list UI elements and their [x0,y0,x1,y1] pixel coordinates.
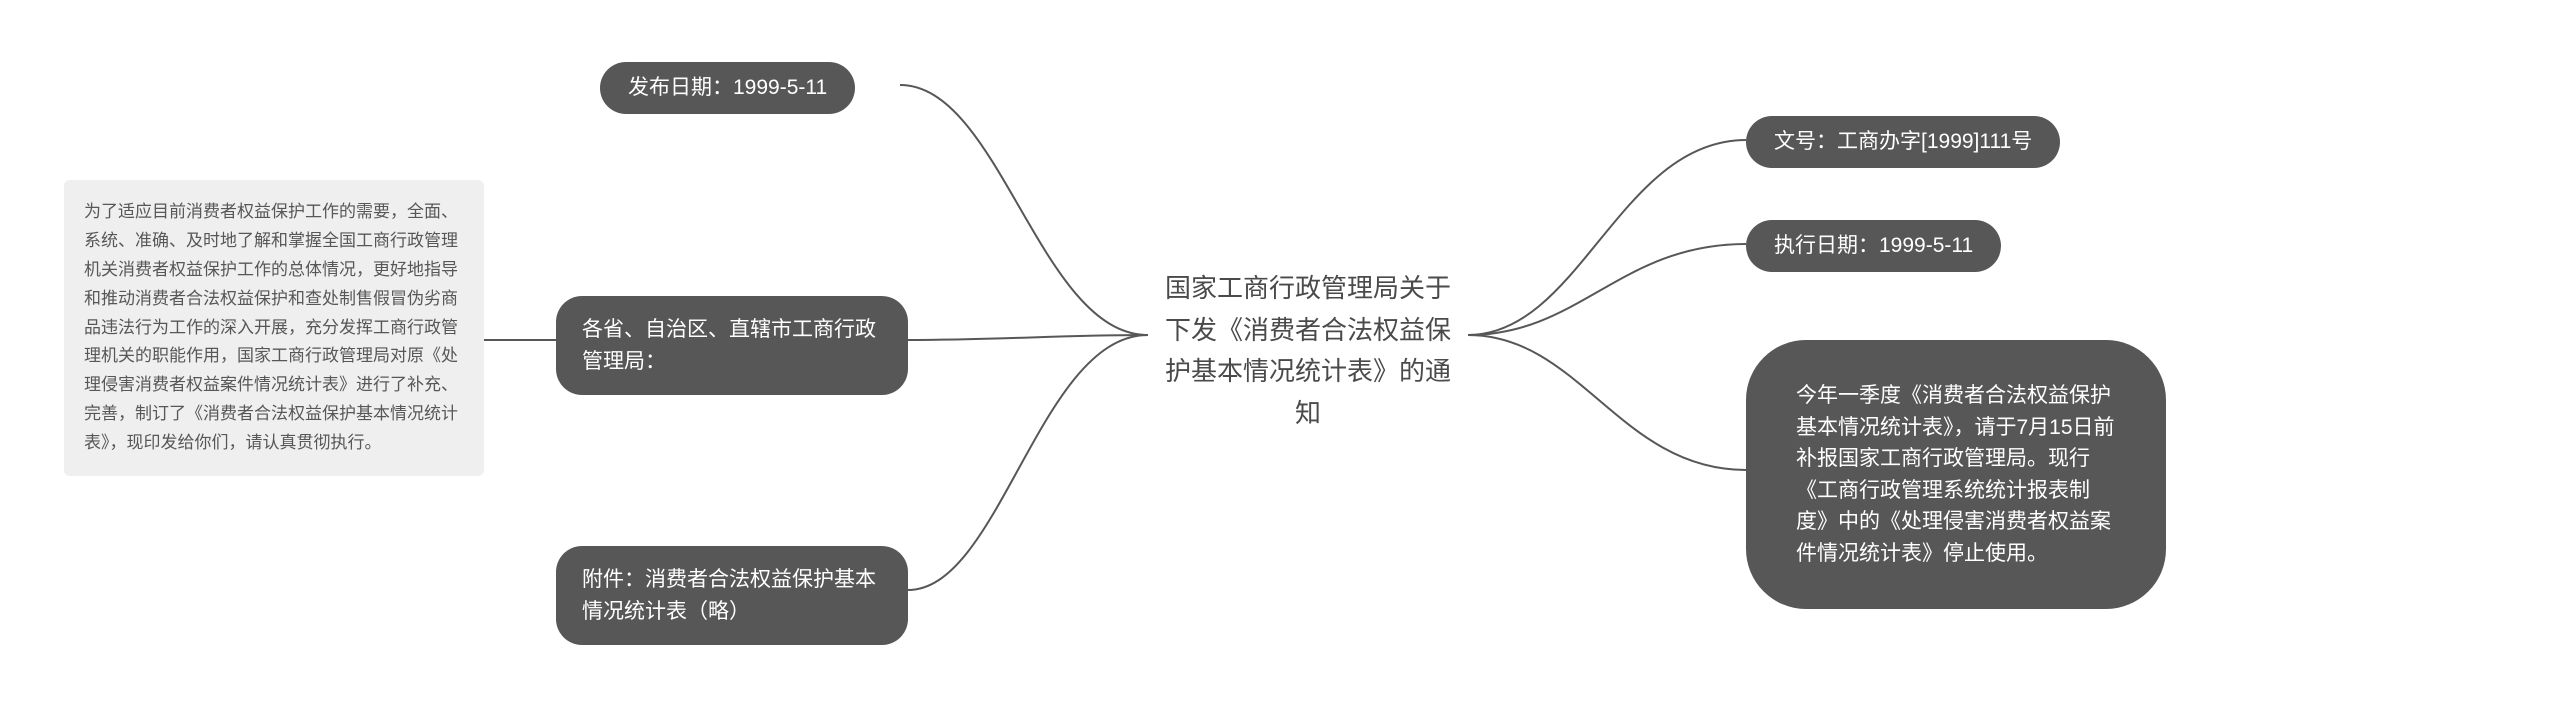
node-notice-body: 今年一季度《消费者合法权益保护基本情况统计表》，请于7月15日前补报国家工商行政… [1746,340,2166,609]
node-attachment: 附件：消费者合法权益保护基本情况统计表（略） [556,546,908,645]
node-exec-date: 执行日期：1999-5-11 [1746,220,2001,272]
node-body-text: 为了适应目前消费者权益保护工作的需要，全面、系统、准确、及时地了解和掌握全国工商… [64,180,484,476]
node-doc-number: 文号：工商办字[1999]111号 [1746,116,2060,168]
node-issue-date: 发布日期：1999-5-11 [600,62,855,114]
node-recipients: 各省、自治区、直辖市工商行政管理局： [556,296,908,395]
center-node: 国家工商行政管理局关于下发《消费者合法权益保护基本情况统计表》的通知 [1148,268,1468,434]
